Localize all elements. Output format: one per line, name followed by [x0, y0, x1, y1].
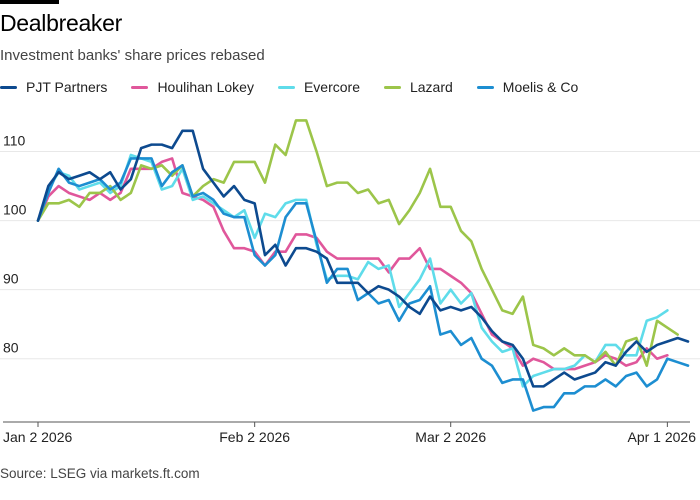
brand-bar [0, 0, 59, 4]
chart-title: Dealbreaker [0, 10, 122, 36]
series-line-moelis-co [36, 157, 690, 412]
legend-label-evercore: Evercore [303, 79, 360, 95]
x-tick-label: Apr 1 2026 [628, 429, 697, 445]
legend-item-evercore: Evercore [277, 79, 360, 95]
grid-layer [0, 151, 700, 360]
legend-label-houlihan-lokey: Houlihan Lokey [157, 79, 254, 95]
legend-label-moelis: Moelis & Co [502, 79, 579, 95]
chart-subtitle: Investment banks' share prices rebased [0, 47, 265, 64]
series-line-pjt-partners [36, 129, 690, 388]
y-tick-label: 110 [3, 133, 26, 149]
series-line-lazard [36, 119, 679, 367]
legend-label-pjt-partners: PJT Partners [26, 79, 108, 95]
legend-item-pjt-partners: PJT Partners [0, 79, 107, 95]
x-tick-label: Feb 2 2026 [219, 429, 290, 445]
chart-legend: PJT Partners Houlihan Lokey Evercore Laz… [0, 78, 602, 96]
axis-layer [3, 421, 690, 427]
y-tick-label: 80 [3, 340, 19, 356]
x-tick-label: Mar 2 2026 [415, 429, 486, 445]
legend-item-lazard: Lazard [383, 79, 453, 95]
legend-swatch-evercore [277, 85, 295, 89]
source-note: Source: LSEG via markets.ft.com [0, 466, 200, 481]
legend-label-lazard: Lazard [409, 79, 453, 95]
label-layer: 80 90 100 110 Jan 2 2026 Feb 2 2026 Mar 2 2026… [3, 133, 696, 445]
legend-item-moelis: Moelis & Co [476, 79, 579, 95]
legend-swatch-moelis [476, 85, 494, 89]
y-tick-label: 100 [3, 202, 27, 218]
legend-swatch-pjt-partners [0, 85, 17, 89]
series-layer [36, 119, 690, 412]
legend-swatch-lazard [383, 85, 401, 89]
legend-item-houlihan-lokey: Houlihan Lokey [131, 79, 254, 95]
x-tick-label: Jan 2 2026 [3, 429, 72, 445]
legend-swatch-houlihan-lokey [131, 85, 149, 89]
y-tick-label: 90 [3, 271, 19, 287]
